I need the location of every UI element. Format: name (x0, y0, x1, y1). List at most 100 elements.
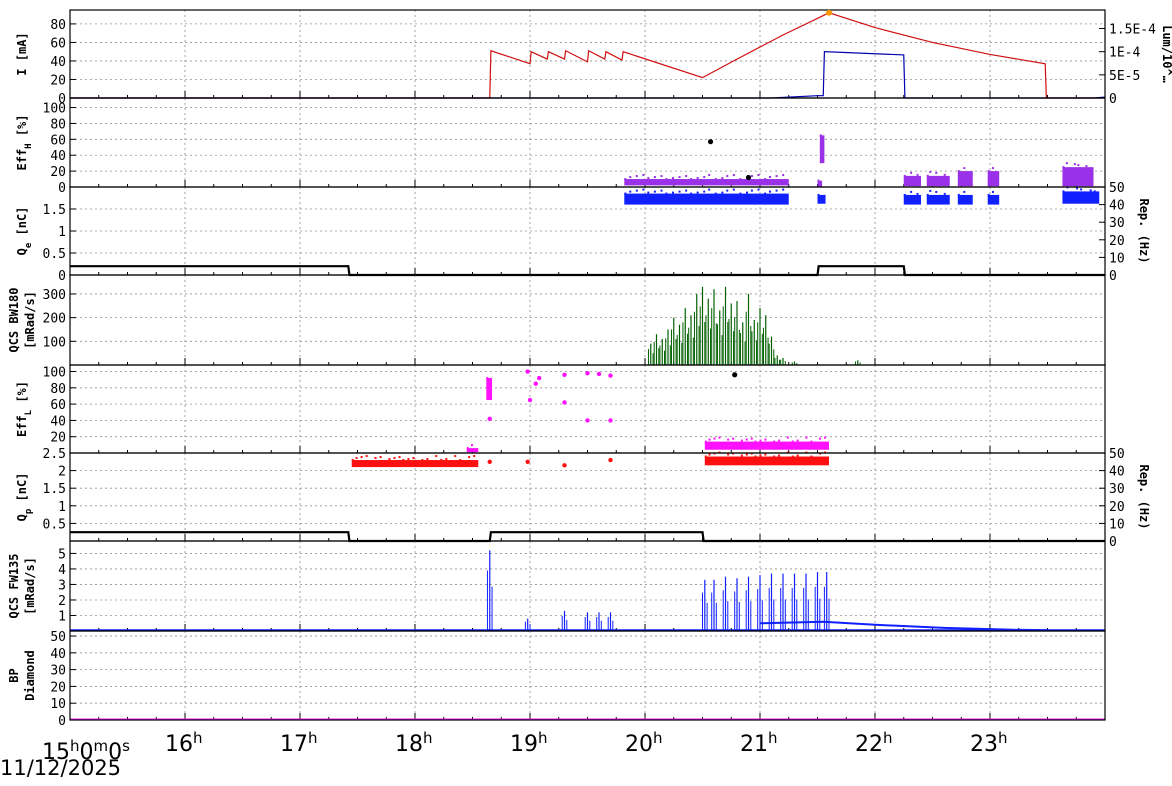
data-point (660, 189, 663, 192)
y-axis-label-main: Q (15, 514, 29, 521)
date-label: 11/12/2025 (0, 756, 122, 780)
data-point (929, 189, 932, 192)
data-point (440, 459, 443, 462)
data-point-cluster (903, 175, 921, 187)
data-point (685, 175, 688, 178)
y-axis-label: [mRad/s] (23, 557, 37, 615)
data-point (817, 179, 820, 182)
data-point (647, 191, 650, 194)
y-tick-label: 1.5 (43, 482, 66, 497)
y-axis-label-unit: [nC] (15, 473, 29, 509)
data-point (991, 190, 994, 193)
data-point (402, 459, 405, 462)
data-point (678, 190, 681, 193)
right-tick-label: 40 (1109, 465, 1125, 480)
x-tick-unit: h (193, 729, 203, 747)
data-point (775, 175, 778, 178)
y-axis-label-unit: [%] (15, 114, 29, 143)
data-point (764, 438, 767, 441)
data-point (653, 190, 656, 193)
data-point (726, 175, 729, 178)
data-point-cluster (957, 171, 973, 187)
data-point (707, 139, 714, 145)
data-point (991, 167, 994, 170)
right-tick-label: 1.5E-4 (1109, 23, 1156, 38)
panel-frame (69, 97, 1106, 188)
y-tick-label: 0 (58, 181, 66, 196)
y-tick-label: 60 (50, 36, 66, 51)
x-tick-unit: h (423, 729, 433, 747)
data-point (745, 174, 752, 181)
data-point-cluster (704, 456, 829, 466)
y-tick-label: 0.5 (43, 247, 66, 262)
y-tick-label: 40 (50, 647, 66, 662)
data-point (642, 174, 645, 177)
panel-3: 100 200 300 QCS BW180 [mRad/s] (7, 274, 1106, 366)
data-point (486, 377, 489, 380)
data-point (805, 436, 808, 439)
data-point (690, 192, 693, 195)
data-point (740, 439, 743, 442)
y-tick-label: 40 (50, 149, 66, 164)
data-point (773, 455, 776, 458)
data-point (935, 190, 938, 193)
y-tick-label: 0 (58, 269, 66, 284)
y-axis-label: Qp [nC] (15, 473, 34, 522)
y-tick-label: 3 (58, 578, 66, 593)
data-point (769, 176, 772, 179)
data-point (764, 178, 767, 181)
data-point (471, 444, 474, 447)
data-point (629, 190, 632, 193)
data-point (671, 177, 674, 180)
data-point (819, 134, 822, 137)
data-point (608, 418, 613, 423)
data-point (754, 455, 757, 458)
data-point (665, 192, 668, 195)
data-point-cluster (1062, 167, 1094, 187)
y-tick-label: 20 (50, 165, 66, 180)
data-point (750, 189, 753, 192)
data-point (782, 174, 785, 177)
data-point (1076, 187, 1079, 190)
right-tick-label: 10 (1109, 251, 1125, 266)
x-tick-label: 23h (970, 729, 1008, 757)
x-tick-unit: h (538, 729, 548, 747)
right-tick-label: 50 (1109, 447, 1125, 462)
x-tick-value: 18 (395, 732, 423, 757)
y-axis-label-unit: [nC] (15, 207, 29, 243)
y-tick-label: 40 (50, 414, 66, 429)
data-point (759, 439, 762, 442)
data-point (647, 177, 650, 180)
data-point (407, 458, 410, 461)
data-point (525, 369, 530, 374)
data-point (910, 171, 913, 174)
y-tick-label: 30 (50, 664, 66, 679)
data-point (757, 188, 760, 191)
data-point (745, 438, 748, 441)
y-tick-label: 300 (43, 288, 66, 303)
right-tick-label: 30 (1109, 482, 1125, 497)
panel-frame (69, 452, 1106, 542)
right-tick-label: 20 (1109, 500, 1125, 515)
data-point (817, 193, 820, 196)
x-tick-value: 15 (42, 740, 70, 765)
x-tick-value: 16 (165, 732, 193, 757)
x-tick-label: 21h (740, 729, 778, 757)
data-point (791, 455, 794, 458)
y-axis-label-main: Q (15, 248, 29, 255)
panel-0: 0 20 40 60 80 I [mA] 0 5E-5 1E-4 1.5E-4 Lum/10^… (15, 9, 1172, 107)
y-tick-label: 100 (43, 102, 66, 117)
data-point (388, 458, 391, 461)
data-point (365, 455, 368, 458)
y-tick-label: 0 (58, 714, 66, 729)
data-point (713, 437, 716, 440)
y-axis-label: EffL [%] (15, 381, 34, 437)
x-tick-unit: h (883, 729, 893, 747)
y-axis-label: I [mA] (15, 32, 29, 75)
data-point (704, 455, 707, 458)
data-point (773, 440, 776, 443)
right-tick-label: 5E-5 (1109, 69, 1140, 84)
